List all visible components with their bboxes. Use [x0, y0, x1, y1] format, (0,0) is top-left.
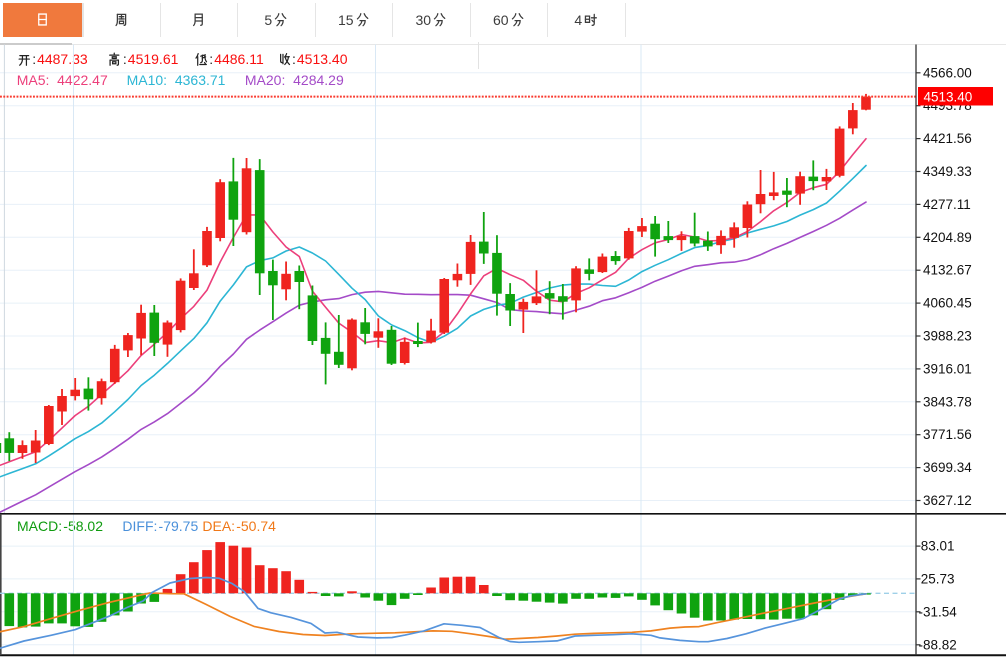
svg-text:3627.12: 3627.12: [923, 493, 972, 508]
svg-text:3771.56: 3771.56: [923, 427, 972, 442]
svg-text:4060.45: 4060.45: [923, 296, 972, 311]
svg-text:4204.89: 4204.89: [923, 230, 972, 245]
svg-text:4349.33: 4349.33: [923, 164, 972, 179]
svg-text:3699.34: 3699.34: [923, 460, 972, 475]
svg-text:3916.01: 3916.01: [923, 361, 972, 376]
svg-text:25.73: 25.73: [921, 571, 955, 586]
svg-text:4513.40: 4513.40: [924, 90, 973, 105]
svg-text:-31.54: -31.54: [919, 604, 958, 619]
svg-text:3843.78: 3843.78: [923, 394, 972, 409]
svg-text:4132.67: 4132.67: [923, 263, 972, 278]
svg-text:4277.11: 4277.11: [923, 197, 971, 212]
svg-text:4421.56: 4421.56: [923, 131, 972, 146]
svg-text:83.01: 83.01: [921, 539, 955, 554]
svg-text:-88.82: -88.82: [919, 637, 957, 652]
svg-text:4566.00: 4566.00: [923, 65, 972, 80]
svg-text:3988.23: 3988.23: [923, 329, 972, 344]
